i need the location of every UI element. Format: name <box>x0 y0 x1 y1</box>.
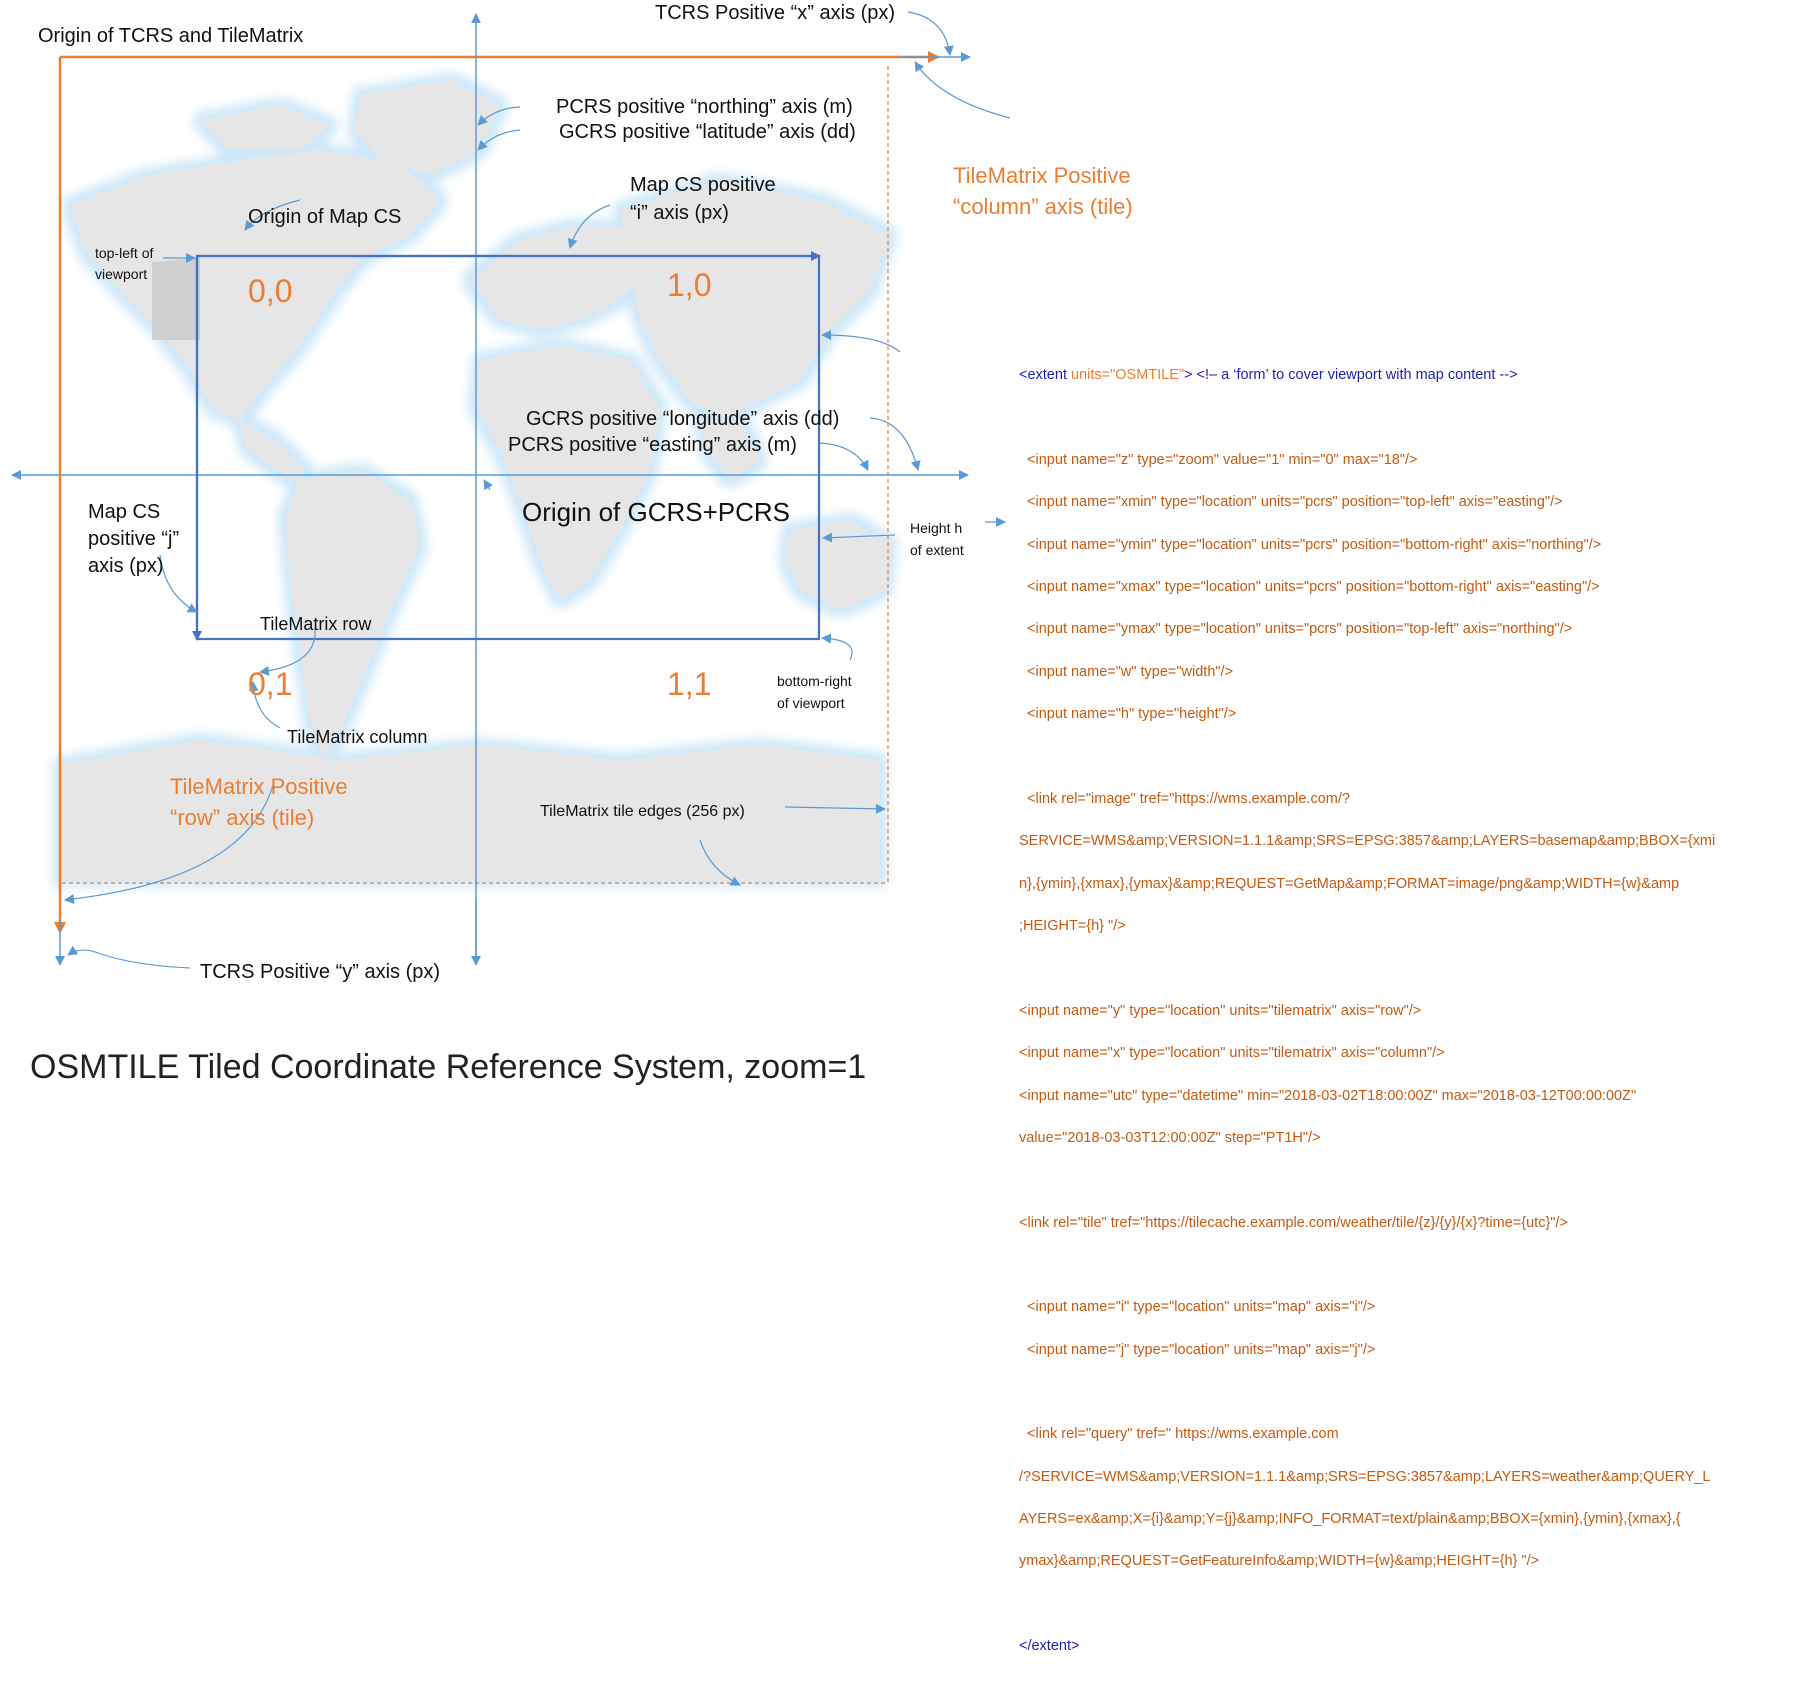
tile-0-0: 0,0 <box>248 273 293 309</box>
code-link-image-4: ;HEIGHT={h} "/> <box>1019 918 1126 935</box>
antarctica-shape <box>60 740 880 880</box>
code-link-query-2: /?SERVICE=WMS&amp;VERSION=1.1.1&amp;SRS=… <box>1019 1468 1711 1485</box>
code-link-query-4: ymax}&amp;REQUEST=GetFeatureInfo&amp;WID… <box>1019 1553 1540 1570</box>
coordinate-diagram <box>11 11 1011 969</box>
diagram-canvas: Origin of TCRS and TileMatrix TCRS Posit… <box>11 2 1715 1654</box>
australia-shape <box>785 520 890 610</box>
code-input-h: <input name="h" type="height"/> <box>1019 706 1237 723</box>
tilematrix-row-axis-label-2: “row” axis (tile) <box>170 805 315 830</box>
tcrs-x-axis-label: TCRS Positive “x” axis (px) <box>655 2 896 24</box>
code-link-image-2: SERVICE=WMS&amp;VERSION=1.1.1&amp;SRS=EP… <box>1019 833 1716 850</box>
canada-highlight <box>152 258 200 340</box>
code-panel: <extent units="OSMTILE"> <!– a ‘form’ to… <box>1019 344 1715 1700</box>
gcrs-latitude-label: GCRS positive “latitude” axis (dd) <box>559 121 856 143</box>
tcrs-y-axis-label: TCRS Positive “y” axis (px) <box>200 961 441 983</box>
code-link-image-3: n},{ymin},{xmax},{ymax}&amp;REQUEST=GetM… <box>1019 875 1680 892</box>
top-left-label-2: viewport <box>95 266 148 282</box>
code-input-utc-1: <input name="utc" type="datetime" min="2… <box>1019 1087 1637 1104</box>
bottom-right-label-2: of viewport <box>777 695 845 711</box>
bottom-right-label-1: bottom-right <box>777 673 852 689</box>
code-input-i: <input name="i" type="location" units="m… <box>1019 1299 1376 1316</box>
code-input-xmin: <input name="xmin" type="location" units… <box>1019 494 1563 511</box>
mapcs-j-axis-label-2: positive “j” <box>88 528 180 550</box>
origin-gcrs-label: Origin of GCRS+PCRS <box>522 497 791 527</box>
code-link-query-1: <link rel="query" tref=" https://wms.exa… <box>1019 1426 1339 1443</box>
mapcs-j-axis-label-1: Map CS <box>88 501 161 523</box>
south-asia-shape <box>700 420 760 480</box>
code-link-query-3: AYERS=ex&amp;X={i}&amp;Y={j}&amp;INFO_FO… <box>1019 1510 1681 1527</box>
tilematrix-row-axis-label-1: TileMatrix Positive <box>170 774 348 799</box>
world-map <box>60 80 890 880</box>
asia-shape <box>620 180 890 420</box>
africa-shape <box>475 345 660 600</box>
code-input-y: <input name="y" type="location" units="t… <box>1019 1002 1422 1019</box>
tilematrix-column-label: TileMatrix column <box>287 727 428 747</box>
mapcs-j-axis-label-3: axis (px) <box>88 555 164 577</box>
height-label-2: of extent <box>910 542 964 558</box>
origin-mapcs-label: Origin of Map CS <box>248 206 402 228</box>
code-input-xmax: <input name="xmax" type="location" units… <box>1019 579 1600 596</box>
europe-shape <box>470 225 650 330</box>
code-extent-close: </extent> <box>1019 1637 1080 1654</box>
code-input-w: <input name="w" type="width"/> <box>1019 663 1234 680</box>
diagram-title: OSMTILE Tiled Coordinate Reference Syste… <box>30 1048 867 1086</box>
code-link-tile: <link rel="tile" tref="https://tilecache… <box>1019 1214 1568 1231</box>
gcrs-longitude-label: GCRS positive “longitude” axis (dd) <box>526 408 840 430</box>
greenland-shape <box>355 80 500 175</box>
mapcs-i-axis-label-2: “i” axis (px) <box>630 202 729 224</box>
code-input-ymin: <input name="ymin" type="location" units… <box>1019 536 1602 553</box>
tile-0-1: 0,1 <box>248 666 293 702</box>
tile-edges-label: TileMatrix tile edges (256 px) <box>540 803 745 820</box>
top-left-label-1: top-left of <box>95 245 154 261</box>
arctic-islands-shape <box>200 105 330 150</box>
pcrs-northing-label: PCRS positive “northing” axis (m) <box>556 96 853 118</box>
code-link-image-1: <link rel="image" tref="https://wms.exam… <box>1019 790 1350 807</box>
tile-1-0: 1,0 <box>667 267 712 303</box>
tilematrix-row-label: TileMatrix row <box>260 614 372 634</box>
tilematrix-column-axis-label-1: TileMatrix Positive <box>953 163 1131 188</box>
code-extent-open: <extent units="OSMTILE"> <!– a ‘form’ to… <box>1019 367 1518 384</box>
code-input-utc-2: value="2018-03-03T12:00:00Z" step="PT1H"… <box>1019 1129 1321 1146</box>
pcrs-easting-label: PCRS positive “easting” axis (m) <box>508 434 797 456</box>
callout-arrows <box>64 11 1011 969</box>
code-input-ymax: <input name="ymax" type="location" units… <box>1019 621 1573 638</box>
code-input-j: <input name="j" type="location" units="m… <box>1019 1341 1376 1358</box>
south-america-shape <box>285 470 420 760</box>
tile-1-1: 1,1 <box>667 666 712 702</box>
central-america-shape <box>240 420 305 485</box>
north-america-shape <box>70 150 440 420</box>
code-input-x: <input name="x" type="location" units="t… <box>1019 1045 1445 1062</box>
code-input-zoom: <input name="z" type="zoom" value="1" mi… <box>1019 451 1418 468</box>
origin-tcrs-label: Origin of TCRS and TileMatrix <box>38 25 304 47</box>
height-label-1: Height h <box>910 520 963 536</box>
mapcs-i-axis-label-1: Map CS positive <box>630 174 776 196</box>
tilematrix-column-axis-label-2: “column” axis (tile) <box>953 194 1133 219</box>
